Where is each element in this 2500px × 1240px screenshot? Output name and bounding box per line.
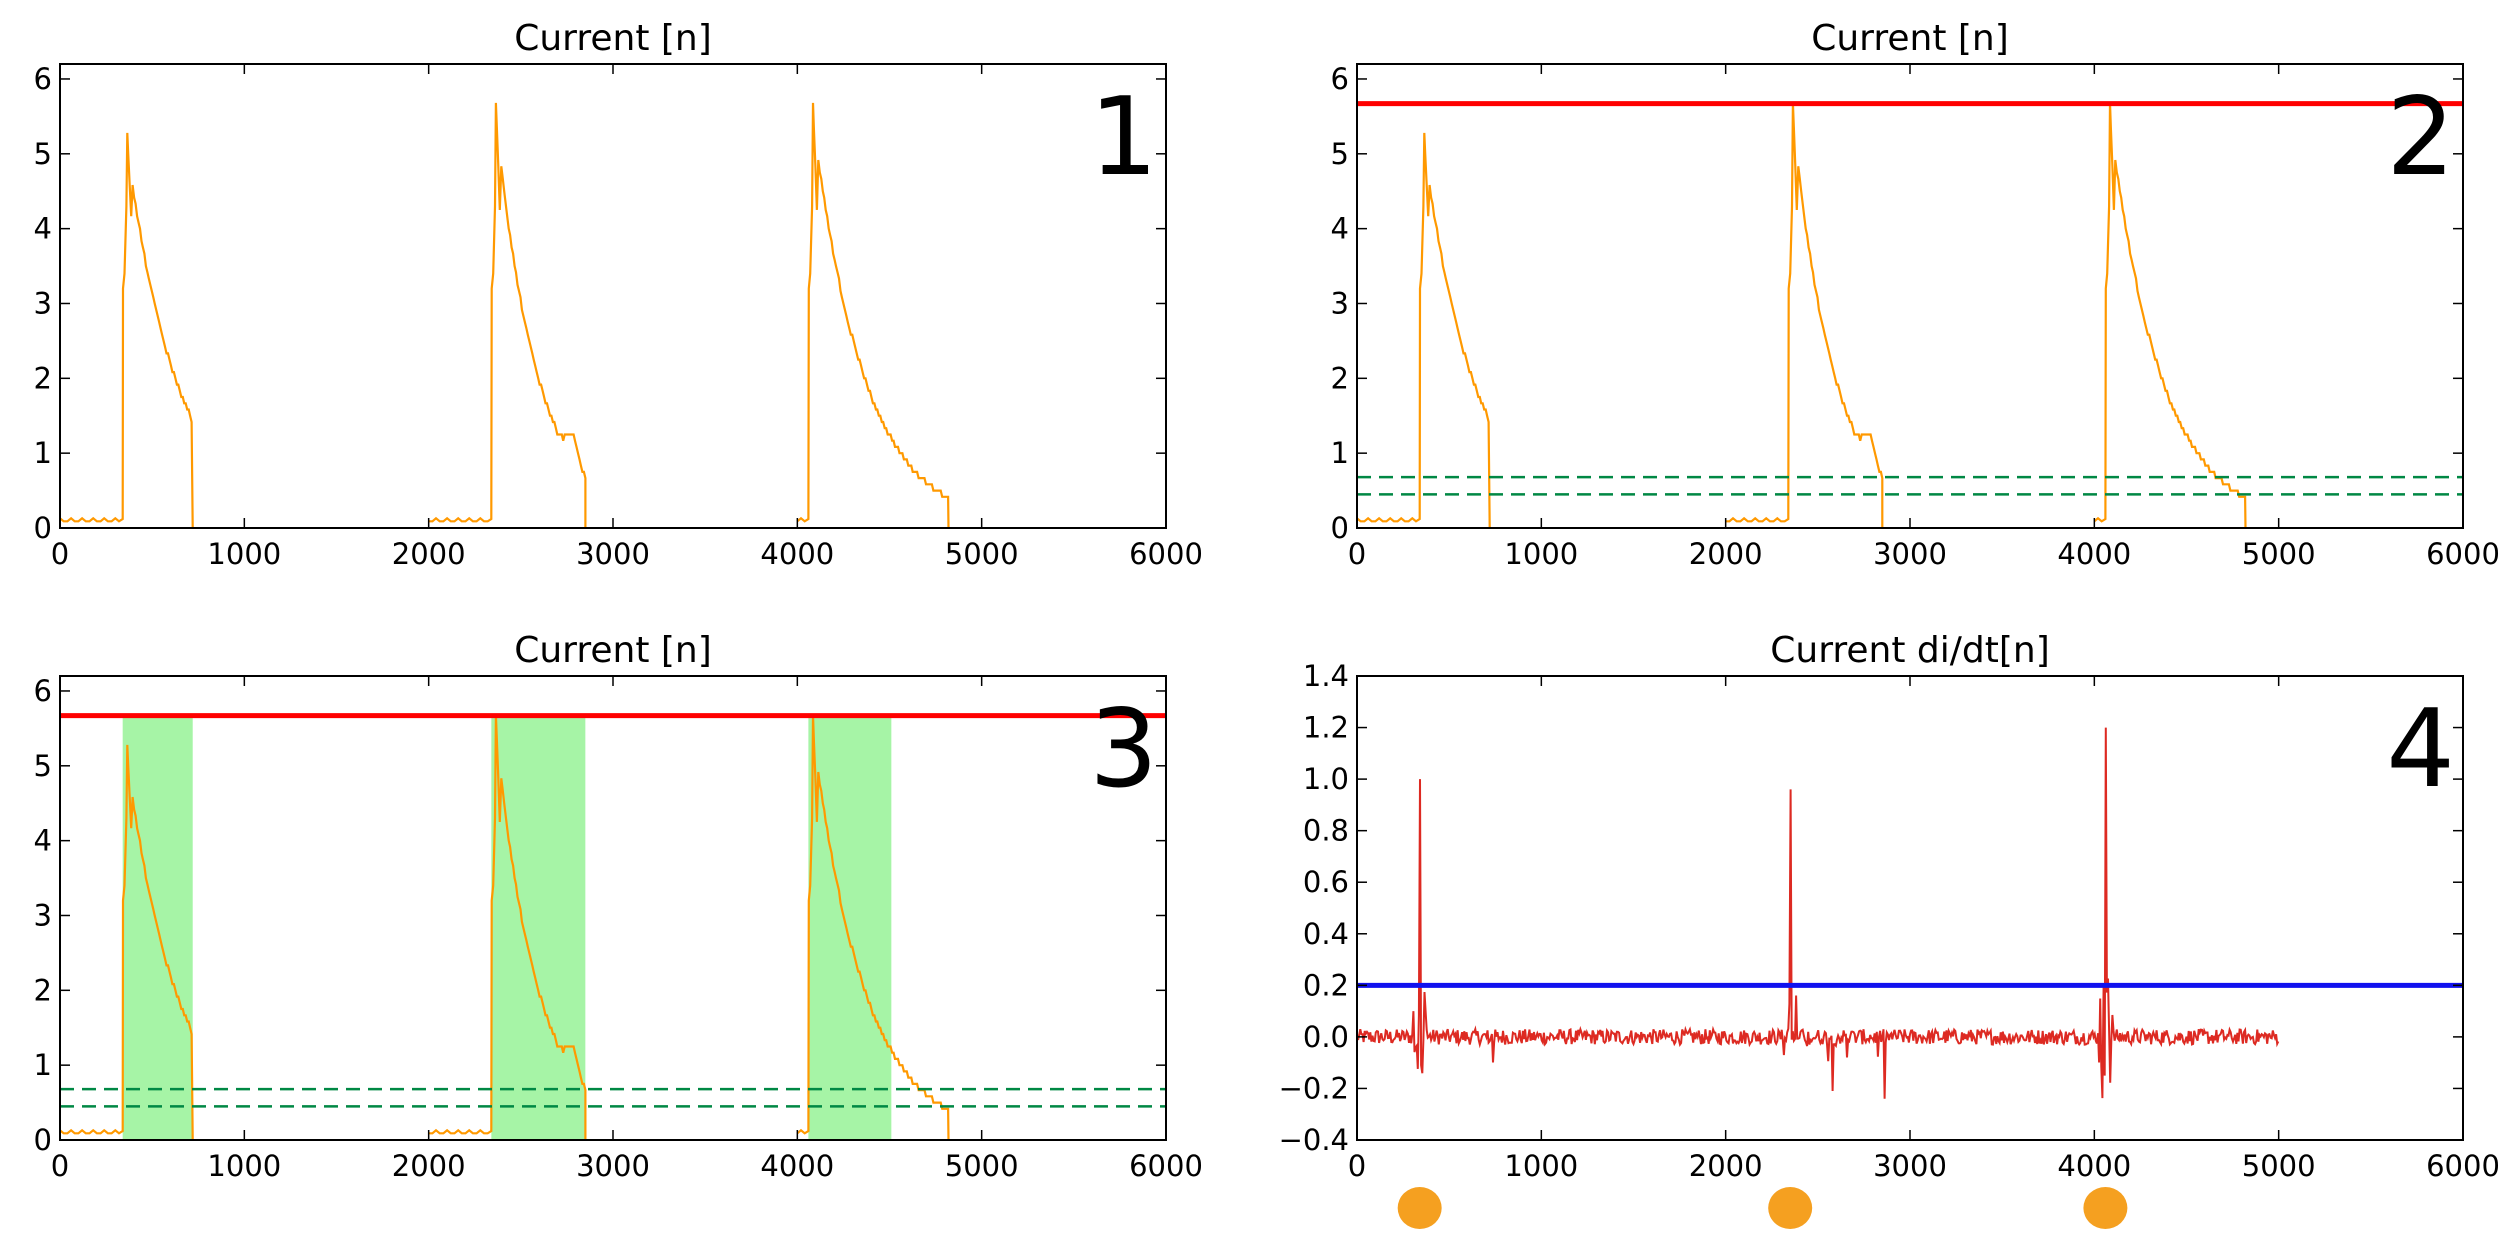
x-tick-label: 3000 xyxy=(1873,537,1947,571)
y-tick-label: 4 xyxy=(34,824,52,858)
x-tick-label: 3000 xyxy=(576,1149,650,1183)
plot-area xyxy=(1357,101,2463,528)
y-tick-label: 0.0 xyxy=(1303,1020,1349,1054)
axes-frame xyxy=(59,63,1167,529)
plot-area xyxy=(60,102,950,528)
chart-title: Current di/dt[n] xyxy=(1770,630,2050,671)
x-tick-label: 4000 xyxy=(2057,1149,2131,1183)
y-tick-label: 1.4 xyxy=(1303,659,1349,693)
x-tick-label: 2000 xyxy=(392,537,466,571)
axes-frame xyxy=(1356,675,2464,1141)
x-tick-label: 1000 xyxy=(207,537,281,571)
series-line xyxy=(796,714,950,1140)
y-tick-label: 0.2 xyxy=(1303,968,1349,1002)
chart-title: Current [n] xyxy=(514,18,712,59)
series-line xyxy=(60,132,194,528)
y-tick-label: 3 xyxy=(1331,286,1349,320)
y-tick-label: −0.2 xyxy=(1279,1071,1349,1105)
y-tick-label: 1.2 xyxy=(1303,711,1349,745)
series-line xyxy=(428,102,587,528)
x-tick-label: 2000 xyxy=(1689,1149,1763,1183)
event-marker xyxy=(1397,1187,1442,1229)
x-tick-label: 5000 xyxy=(2242,537,2316,571)
x-tick-label: 2000 xyxy=(392,1149,466,1183)
y-tick-label: 1 xyxy=(34,436,52,470)
chart-title: Current [n] xyxy=(514,630,712,671)
y-tick-label: 6 xyxy=(34,674,52,708)
y-tick-label: 0 xyxy=(34,511,52,545)
shaded-region xyxy=(491,715,586,1140)
x-tick-label: 1000 xyxy=(207,1149,281,1183)
chart-title: Current [n] xyxy=(1811,18,2009,59)
y-tick-label: 2 xyxy=(34,973,52,1007)
x-tick-label: 3000 xyxy=(1873,1149,1947,1183)
x-tick-label: 1000 xyxy=(1504,537,1578,571)
x-tick-label: 6000 xyxy=(2426,537,2500,571)
series-line xyxy=(796,102,950,528)
panel-number: 2 xyxy=(2386,75,2455,200)
panel-2: Current [n] 0 1000 2000 3000 4000 5000 6000 0 1 2 3… xyxy=(1331,18,2500,571)
series-line xyxy=(428,714,587,1140)
y-tick-label: 3 xyxy=(34,898,52,932)
y-tick-label: 4 xyxy=(34,212,52,246)
plot-area xyxy=(60,713,1166,1140)
y-tick-label: 3 xyxy=(34,286,52,320)
panel-4: Current di/dt[n] 0 1000 2000 3000 4000 5000 600… xyxy=(1279,630,2500,1229)
series-line xyxy=(60,744,194,1140)
y-tick-label: −0.4 xyxy=(1279,1123,1349,1157)
y-tick-label: 1 xyxy=(1331,436,1349,470)
y-tick-label: 0.4 xyxy=(1303,917,1349,951)
x-tick-label: 6000 xyxy=(2426,1149,2500,1183)
x-tick-label: 5000 xyxy=(945,537,1019,571)
y-tick-label: 0.8 xyxy=(1303,814,1349,848)
panel-number: 1 xyxy=(1089,75,1158,200)
x-tick-label: 2000 xyxy=(1689,537,1763,571)
y-tick-label: 0.6 xyxy=(1303,865,1349,899)
series-line xyxy=(1357,727,2280,1099)
y-tick-label: 4 xyxy=(1331,212,1349,246)
y-tick-label: 6 xyxy=(34,62,52,96)
x-tick-label: 0 xyxy=(51,1149,69,1183)
event-marker xyxy=(1768,1187,1813,1229)
panel-3: Current [n] 0 1000 2000 3000 4000 5000 6000 0 1 2 3… xyxy=(34,630,1203,1183)
y-tick-label: 6 xyxy=(1331,62,1349,96)
x-tick-label: 5000 xyxy=(2242,1149,2316,1183)
y-tick-label: 5 xyxy=(1331,137,1349,171)
x-tick-label: 3000 xyxy=(576,537,650,571)
x-tick-label: 0 xyxy=(51,537,69,571)
panel-1: Current [n] 0 1000 2000 3000 4000 5000 6000 0 1 2 3… xyxy=(34,18,1203,571)
y-tick-label: 1 xyxy=(34,1048,52,1082)
series-line xyxy=(1725,102,1884,528)
y-tick-label: 0 xyxy=(34,1123,52,1157)
shaded-region xyxy=(808,715,892,1140)
axes-frame xyxy=(59,675,1167,1141)
y-tick-label: 1.0 xyxy=(1303,762,1349,796)
panel-number: 3 xyxy=(1089,687,1158,812)
y-tick-label: 2 xyxy=(34,361,52,395)
x-tick-label: 4000 xyxy=(2057,537,2131,571)
plot-area xyxy=(1357,727,2463,1099)
y-tick-label: 5 xyxy=(34,749,52,783)
x-tick-label: 6000 xyxy=(1129,537,1203,571)
panel-number: 4 xyxy=(2386,687,2455,812)
y-tick-label: 0 xyxy=(1331,511,1349,545)
series-line xyxy=(1357,132,1491,528)
event-marker xyxy=(2083,1187,2128,1229)
y-tick-label: 2 xyxy=(1331,361,1349,395)
x-tick-label: 6000 xyxy=(1129,1149,1203,1183)
axes-frame xyxy=(1356,63,2464,529)
x-tick-label: 4000 xyxy=(760,537,834,571)
y-tick-label: 5 xyxy=(34,137,52,171)
x-tick-label: 1000 xyxy=(1504,1149,1578,1183)
x-tick-label: 5000 xyxy=(945,1149,1019,1183)
x-tick-label: 4000 xyxy=(760,1149,834,1183)
series-line xyxy=(2093,102,2247,528)
x-tick-label: 0 xyxy=(1348,1149,1366,1183)
x-tick-label: 0 xyxy=(1348,537,1366,571)
